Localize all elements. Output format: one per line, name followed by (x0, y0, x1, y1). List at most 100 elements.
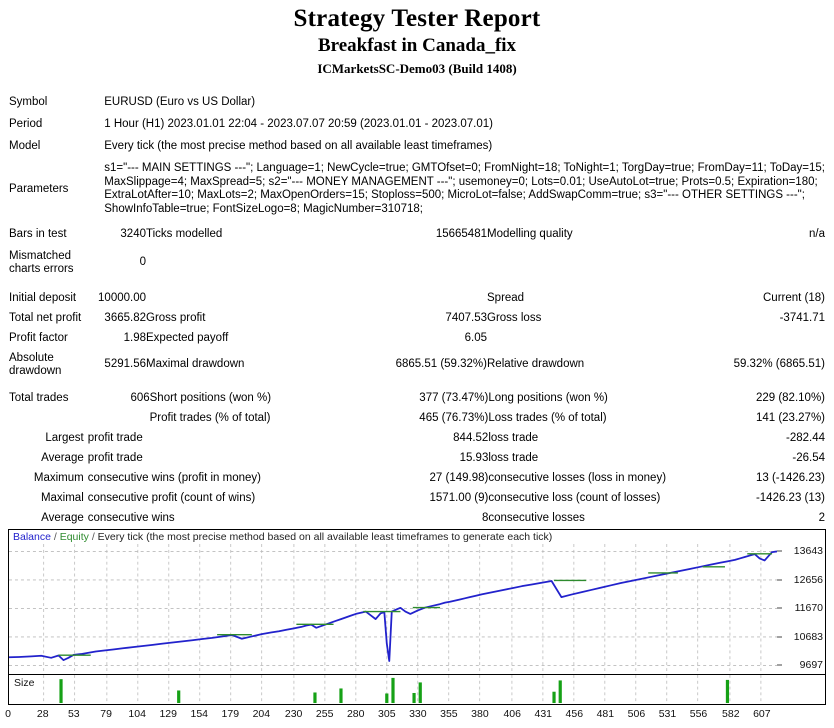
average-trade-row: Average profit trade 15.93 loss trade -2… (9, 452, 825, 465)
total-trades-label: Total trades (9, 392, 69, 404)
gross-loss-value: -3741.71 (779, 312, 825, 324)
relative-drawdown-value: 59.32% (6865.51) (733, 358, 825, 370)
average-consecutive-label: Average (41, 512, 84, 524)
spacer (9, 425, 825, 432)
legend-separator-2: / (91, 531, 95, 543)
relative-drawdown-label: Relative drawdown (487, 358, 585, 370)
absolute-drawdown-value: 5291.56 (104, 358, 146, 370)
spacer (9, 109, 825, 118)
x-axis-label: 481 (596, 708, 615, 720)
x-axis-label: 431 (534, 708, 553, 720)
empty-cell (146, 292, 368, 305)
y-axis-label: 13643 (793, 545, 823, 558)
absolute-drawdown-label-line2: drawdown (9, 365, 62, 377)
chart-plot-area (9, 544, 777, 674)
x-axis-label: 506 (627, 708, 646, 720)
long-positions-label: Long positions (won %) (488, 392, 608, 404)
long-positions-value: 229 (82.10%) (755, 392, 825, 404)
total-trades-value: 606 (130, 392, 150, 404)
total-trades-row: Total trades 606 Short positions (won %)… (9, 392, 825, 405)
parameters-label: Parameters (9, 182, 69, 195)
average-label: Average (41, 452, 84, 464)
largest-trade-row: Largest profit trade 844.52 loss trade -… (9, 432, 825, 445)
initial-deposit-value: 10000.00 (98, 292, 146, 304)
spacer (9, 505, 825, 512)
average-consecutive-row: Average consecutive wins 8 consecutive l… (9, 512, 825, 525)
loss-trades-value: 141 (23.27%) (755, 412, 825, 424)
x-axis-label: 280 (346, 708, 365, 720)
x-axis-label: 607 (753, 708, 771, 720)
y-axis-tick (777, 636, 782, 638)
empty-cell (146, 250, 368, 276)
x-axis-label: 255 (315, 708, 334, 720)
bars-in-test-value: 3240 (120, 228, 146, 240)
average-loss-trade-value: -26.54 (792, 452, 825, 464)
profit-factor-value: 1.98 (123, 332, 146, 344)
x-axis-label: 104 (128, 708, 146, 720)
empty-cell (705, 332, 825, 345)
symbol-label: Symbol (9, 96, 48, 108)
spacer (9, 405, 825, 412)
modelling-quality-value: n/a (809, 228, 825, 240)
empty-cell (150, 452, 370, 465)
legend-balance: Balance (13, 531, 51, 543)
maximal-consecutive-profit-value: 1571.00 (9) (429, 492, 489, 504)
y-axis-tick (777, 550, 782, 552)
x-axis-label: 582 (722, 708, 740, 720)
max-consecutive-wins-value: 27 (149.98) (429, 472, 489, 484)
symbol-row: Symbol EURUSD (Euro vs US Dollar) (9, 96, 825, 109)
initial-deposit-label: Initial deposit (9, 292, 77, 304)
x-axis-label: 556 (689, 708, 708, 720)
y-axis-label: 10683 (793, 630, 823, 643)
chart-legend: Balance / Equity / Every tick (the most … (13, 531, 552, 543)
modelling-quality-label: Modelling quality (487, 228, 573, 240)
spacer (9, 325, 825, 332)
stats-table-modelling: Bars in test 3240 Ticks modelled 1566548… (9, 228, 825, 276)
gross-profit-value: 7407.53 (445, 312, 487, 324)
model-label: Model (9, 140, 41, 152)
y-axis-label: 9697 (799, 659, 823, 672)
empty-cell (705, 250, 825, 276)
max-consecutive-wins-label: consecutive wins (profit in money) (87, 472, 261, 484)
size-panel: Size (8, 675, 826, 705)
x-axis-label: 0 (5, 708, 11, 720)
bars-in-test-label: Bars in test (9, 228, 67, 240)
parameters-value: s1="--- MAIN SETTINGS ---"; Language=1; … (104, 162, 825, 216)
profit-trades-row: Profit trades (% of total) 465 (76.73%) … (9, 412, 825, 425)
avg-consecutive-losses-label: consecutive losses (488, 512, 585, 524)
maximal-consecutive-loss-value: -1426.23 (13) (755, 492, 825, 504)
parameters-line: s1="--- MAIN SETTINGS ---"; Language=1; … (104, 162, 825, 174)
x-axis-label: 380 (471, 708, 489, 720)
mismatched-charts-errors-label: Mismatched charts errors (9, 250, 84, 276)
stats-table-financial: Initial deposit 10000.00 Spread Current … (9, 292, 825, 378)
profit-factor-label: Profit factor (9, 332, 68, 344)
spread-value: Current (18) (763, 292, 825, 304)
x-axis-label: 53 (67, 708, 80, 720)
ticks-modelled-label: Ticks modelled (146, 228, 223, 240)
maximal-consecutive-loss-label: consecutive loss (count of losses) (488, 492, 661, 504)
maximal-consecutive-profit-label: consecutive profit (count of wins) (87, 492, 256, 504)
spacer (9, 485, 825, 492)
max-consecutive-losses-label: consecutive losses (loss in money) (488, 472, 667, 484)
x-axis-label: 531 (658, 708, 677, 720)
empty-cell (487, 332, 705, 345)
stats-table-trades: Total trades 606 Short positions (won %)… (9, 392, 825, 525)
absolute-drawdown-row: Absolute drawdown 5291.56 Maximal drawdo… (9, 352, 825, 378)
absolute-drawdown-label: Absolute drawdown (9, 352, 84, 378)
largest-profit-trade-value: 844.52 (453, 432, 489, 444)
equity-curve-svg (9, 544, 777, 674)
x-axis-label: 179 (221, 708, 240, 720)
empty-cell (9, 412, 84, 425)
y-axis-tick (777, 607, 782, 609)
max-consecutive-losses-value: 13 (-1426.23) (755, 472, 825, 484)
legend-model: Every tick (the most precise method base… (97, 531, 553, 543)
total-net-profit-value: 3665.82 (104, 312, 146, 324)
avg-consecutive-wins-value: 8 (481, 512, 489, 524)
report-header-table: Symbol EURUSD (Euro vs US Dollar) Period… (9, 96, 825, 216)
parameters-row: Parameters s1="--- MAIN SETTINGS ---"; L… (9, 162, 825, 216)
gross-loss-label: Gross loss (487, 312, 542, 324)
x-axis-label: 330 (409, 708, 427, 720)
empty-cell (487, 250, 705, 276)
short-positions-value: 377 (73.47%) (419, 392, 489, 404)
